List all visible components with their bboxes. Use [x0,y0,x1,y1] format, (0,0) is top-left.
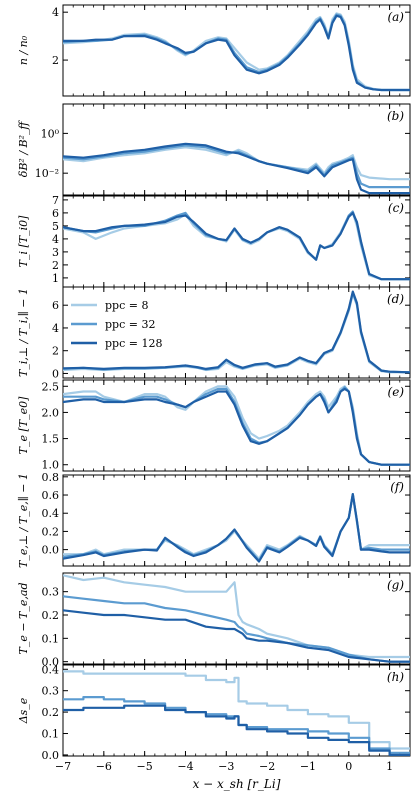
y-tick-label: 0.8 [42,471,60,484]
y-tick-label: 0.6 [42,489,60,502]
series-line-ppc-8-panel-1 [63,12,410,92]
y-tick-label: 0 [52,367,59,380]
series-line-ppc-32-panel-7 [63,595,410,663]
panel-label: (a) [387,10,404,24]
panel-frame [62,195,411,288]
series-line-ppc-128-panel-1 [63,14,410,92]
legend-label: ppc = 8 [105,299,148,312]
y-tick-label: 1.0 [42,459,60,472]
y-tick-label: 0.0 [42,749,60,762]
y-tick-label: 1 [52,272,59,285]
y-tick-label: 0.2 [42,706,60,719]
y-tick-label: 0.0 [42,656,60,669]
x-tick-label: 1 [386,760,393,773]
y-tick-label: 0.2 [42,525,60,538]
series-line-ppc-128-panel-5 [63,387,410,466]
x-tick-label: −7 [55,760,71,773]
panel-label: (c) [388,201,404,215]
y-tick-label: 6 [52,207,59,220]
y-tick-label: 4 [52,322,59,335]
panel-label: (d) [387,292,404,306]
y-tick-label: 0.3 [42,685,60,698]
y-tick-label: 2 [52,259,59,272]
legend-label: ppc = 32 [105,318,155,331]
y-tick-label: 0.1 [42,728,60,741]
series-line-ppc-8-panel-5 [63,385,410,466]
x-tick-label: −2 [259,760,275,773]
y-tick-label: 0.0 [42,544,60,557]
y-tick-label: 2 [52,345,59,358]
y-tick-label: 0.3 [42,586,60,599]
y-tick-label: 4 [52,233,59,246]
y-axis-label: T_i [T_i0] [17,215,30,267]
y-axis-label: Δs_e [17,697,30,724]
y-tick-label: 0.2 [42,609,60,622]
panel-frame [62,379,411,472]
y-axis-label: T_e,⊥ / T_e,∥ − 1 [17,473,30,568]
y-tick-label: 2.0 [42,406,60,419]
y-axis-label: T_e [T_e0] [17,396,30,454]
series-line-ppc-8-panel-8 [63,670,410,750]
y-axis-label: T_i,⊥ / T_i,∥ − 1 [17,288,30,377]
series-line-ppc-128-panel-6 [63,493,410,563]
series-line-ppc-128-panel-7 [63,609,410,663]
y-axis-label: T_e − T_e,ad [17,583,30,655]
series-line-ppc-128-panel-2 [63,142,410,195]
series-line-ppc-128-panel-3 [63,211,410,281]
y-tick-label: 2.5 [42,380,60,393]
panel-label: (h) [387,670,404,684]
y-tick-label: 1.5 [42,433,60,446]
series-line-ppc-128-panel-4 [63,290,410,374]
y-axis-label: δB² / B²_ff [17,119,30,177]
panel-label: (f) [390,480,404,494]
y-tick-label: 0.4 [42,663,60,676]
panel-label: (b) [387,109,404,123]
x-tick-label: 0 [345,760,352,773]
legend-label: ppc = 128 [105,337,162,350]
series-line-ppc-32-panel-8 [63,696,410,754]
y-tick-label: 10⁰ [41,127,60,140]
y-tick-label: 4 [52,6,59,19]
y-tick-label: 5 [52,220,59,233]
panel-label: (g) [387,578,404,592]
y-axis-label: n / n₀ [17,35,30,65]
x-tick-label: −6 [96,760,112,773]
y-tick-label: 0.4 [42,507,60,520]
panel-label: (e) [388,385,405,399]
y-tick-label: 2 [52,54,59,67]
y-tick-label: 7 [52,194,59,207]
x-tick-label: −5 [137,760,153,773]
series-line-ppc-128-panel-8 [63,704,410,756]
x-tick-label: −3 [218,760,234,773]
y-tick-label: 0.1 [42,632,60,645]
x-axis-label: x − x_sh [r_Li] [193,777,281,791]
y-tick-label: 6 [52,299,59,312]
panel-frame [62,572,411,665]
x-tick-label: −1 [300,760,316,773]
series-line-ppc-8-panel-7 [63,574,410,659]
y-tick-label: 3 [52,246,59,259]
x-tick-label: −4 [177,760,193,773]
y-tick-label: 10⁻² [35,167,59,180]
